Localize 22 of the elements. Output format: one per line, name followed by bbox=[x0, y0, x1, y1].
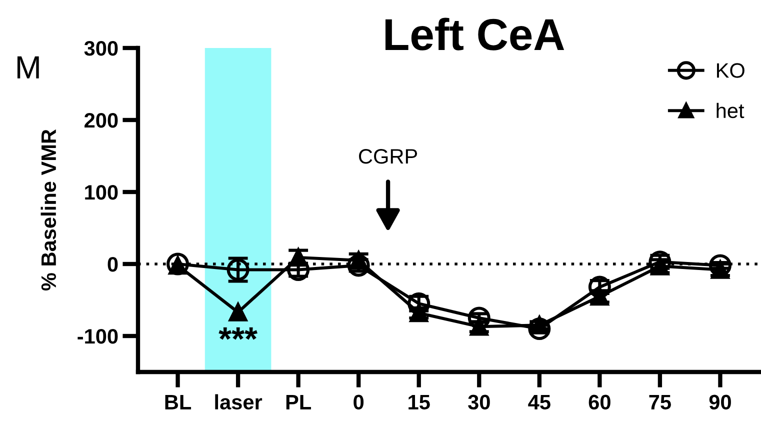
y-tick-label: 100 bbox=[85, 185, 118, 200]
y-tick-label: -100 bbox=[78, 329, 118, 344]
x-tick-label: 15 bbox=[408, 394, 430, 410]
x-tick-label: 60 bbox=[588, 394, 610, 410]
y-tick-label: 300 bbox=[84, 41, 118, 56]
legend-label: het bbox=[716, 102, 744, 118]
annotation: CGRP bbox=[359, 149, 418, 164]
x-tick-label: 30 bbox=[468, 394, 490, 410]
y-axis-title: % Baseline VMR bbox=[40, 129, 56, 291]
x-tick-label: laser bbox=[215, 394, 262, 410]
y-tick-label: 200 bbox=[84, 113, 118, 128]
chart-title: Left CeA bbox=[385, 18, 564, 50]
x-tick-label: 45 bbox=[528, 394, 550, 410]
legend-label: KO bbox=[717, 63, 744, 78]
y-tick-label: 0 bbox=[108, 257, 118, 272]
x-tick-label: 0 bbox=[354, 394, 364, 410]
annotation: *** bbox=[218, 327, 258, 340]
x-tick-label: PL bbox=[286, 394, 311, 410]
x-tick-label: 75 bbox=[649, 394, 671, 410]
x-tick-label: 90 bbox=[709, 394, 731, 410]
text: M bbox=[17, 56, 39, 78]
x-tick-label: BL bbox=[165, 394, 192, 410]
